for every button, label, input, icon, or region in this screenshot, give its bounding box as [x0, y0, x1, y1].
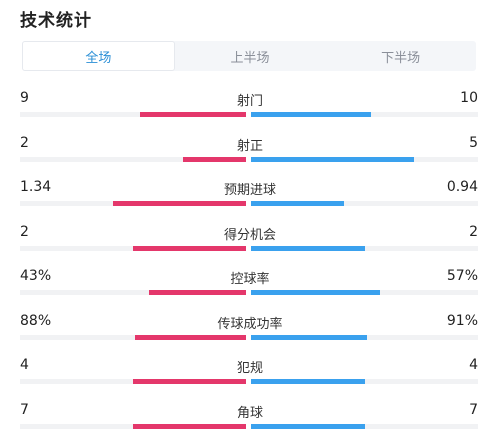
away-value: 10	[460, 90, 478, 106]
stat-label: 得分机会	[223, 227, 276, 243]
home-bar	[183, 156, 246, 162]
period-tabs: 全场 上半场 下半场	[22, 41, 476, 71]
away-bar	[251, 290, 380, 295]
page-title: 技术统计	[20, 11, 92, 31]
away-bar-track	[251, 201, 478, 206]
away-value: 57%	[446, 268, 478, 284]
home-bar	[149, 290, 246, 295]
away-bar-track	[251, 245, 478, 251]
away-value: 5	[469, 134, 478, 151]
away-bar	[251, 423, 365, 429]
home-value: 88%	[20, 312, 52, 329]
stat-row: 9 射门 10	[0, 90, 500, 134]
home-bar-track	[20, 201, 246, 206]
stat-label: 传球成功率	[217, 316, 283, 332]
away-bar-track	[251, 112, 478, 117]
away-value: 0.94	[446, 179, 478, 195]
stat-label: 射正	[236, 138, 263, 154]
away-bar	[251, 156, 414, 162]
away-bar-track	[251, 334, 478, 340]
stat-row: 4 犯规 4	[0, 357, 500, 401]
home-bar-track	[20, 423, 246, 429]
home-value: 7	[20, 401, 29, 418]
away-bar-track	[251, 156, 478, 162]
tab-full-match[interactable]: 全场	[22, 41, 175, 71]
stat-label: 射门	[236, 94, 263, 109]
home-bar-track	[20, 156, 246, 162]
away-bar	[251, 245, 365, 251]
stat-row: 88% 传球成功率 91%	[0, 313, 500, 357]
stat-label: 犯规	[236, 361, 263, 376]
home-bar	[133, 423, 246, 429]
home-bar	[140, 112, 246, 117]
stat-label: 控球率	[230, 272, 270, 287]
home-bar-track	[20, 245, 246, 251]
stat-row: 2 射正 5	[0, 135, 500, 179]
stat-row: 7 角球 7	[0, 402, 500, 440]
tab-first-half[interactable]: 上半场	[230, 50, 270, 66]
away-value: 2	[469, 223, 478, 240]
away-value: 7	[469, 401, 478, 418]
home-value: 1.34	[20, 179, 52, 195]
home-bar	[135, 334, 246, 340]
stat-label: 角球	[236, 405, 263, 421]
home-bar-track	[20, 112, 246, 117]
home-value: 9	[20, 90, 29, 106]
home-value: 43%	[20, 268, 52, 284]
home-value: 4	[20, 357, 29, 373]
home-bar	[133, 379, 246, 384]
away-bar	[251, 112, 371, 117]
away-bar	[251, 201, 344, 206]
away-bar	[251, 379, 365, 384]
stat-row: 1.34 预期进球 0.94	[0, 179, 500, 223]
stat-row: 2 得分机会 2	[0, 224, 500, 268]
away-bar-track	[251, 379, 478, 384]
home-value: 2	[20, 223, 29, 240]
stat-label: 预期进球	[223, 183, 276, 198]
home-value: 2	[20, 134, 29, 151]
tab-second-half[interactable]: 下半场	[381, 50, 421, 66]
home-bar-track	[20, 379, 246, 384]
away-value: 91%	[446, 312, 478, 329]
home-bar	[133, 245, 246, 251]
home-bar-track	[20, 334, 246, 340]
home-bar	[113, 201, 246, 206]
away-bar-track	[251, 290, 478, 295]
away-bar	[251, 334, 367, 340]
away-bar-track	[251, 423, 478, 429]
away-value: 4	[469, 357, 478, 373]
home-bar-track	[20, 290, 246, 295]
stat-row: 43% 控球率 57%	[0, 268, 500, 312]
